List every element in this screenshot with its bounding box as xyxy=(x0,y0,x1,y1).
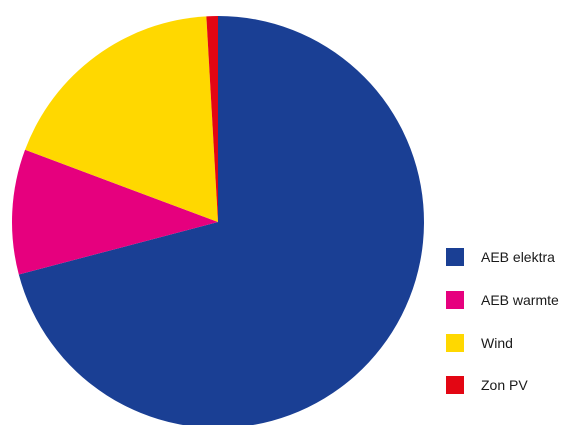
pie-slice-zon-pv xyxy=(206,16,218,222)
legend-item-aeb-warmte: AEB warmte xyxy=(446,291,559,309)
legend-item-zon-pv: Zon PV xyxy=(446,376,528,394)
legend-swatch-aeb-elektra xyxy=(446,248,464,266)
legend: AEB elektra AEB warmte Wind Zon PV xyxy=(446,248,559,394)
legend-item-wind: Wind xyxy=(446,334,513,352)
legend-label-wind: Wind xyxy=(481,335,513,351)
pie-slice-aeb-warmte xyxy=(12,149,218,275)
legend-swatch-aeb-warmte xyxy=(446,291,464,309)
pie-slices xyxy=(12,16,424,425)
legend-swatch-wind xyxy=(446,334,464,352)
legend-swatch-zon-pv xyxy=(446,376,464,394)
pie-slice-aeb-elektra xyxy=(18,16,424,425)
legend-label-aeb-warmte: AEB warmte xyxy=(481,292,559,308)
legend-label-aeb-elektra: AEB elektra xyxy=(481,249,555,265)
pie-slice-wind xyxy=(25,16,218,222)
legend-label-zon-pv: Zon PV xyxy=(481,377,528,393)
legend-item-aeb-elektra: AEB elektra xyxy=(446,248,555,266)
